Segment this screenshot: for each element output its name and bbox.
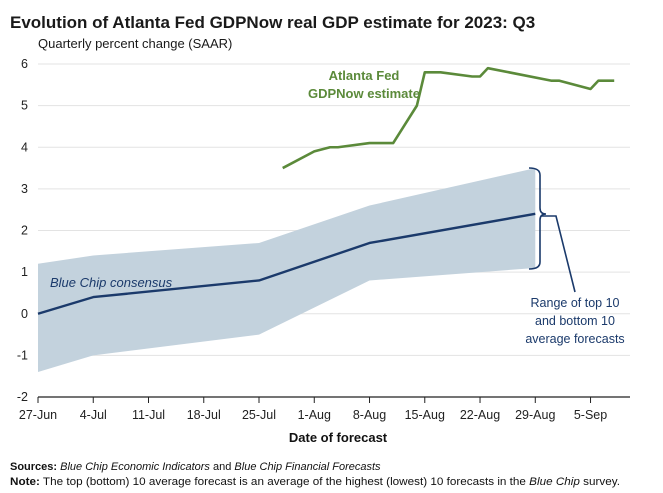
sources-source-2: Blue Chip Financial Forecasts bbox=[234, 461, 381, 473]
gdpnow-label-line1: Atlanta Fed bbox=[329, 68, 400, 83]
range-bracket-upper bbox=[528, 167, 547, 270]
x-tick-label-18-Jul: 18-Jul bbox=[187, 408, 221, 422]
range-label-line3: average forecasts bbox=[525, 332, 624, 346]
x-tick-label-25-Jul: 25-Jul bbox=[242, 408, 276, 422]
y-tick-label-6: 6 bbox=[21, 57, 28, 71]
y-tick-labels: -2 -1 0 1 2 3 4 5 6 bbox=[17, 57, 28, 404]
range-leader-line bbox=[541, 215, 576, 293]
y-tick-label-5: 5 bbox=[21, 99, 28, 113]
chart-subtitle: Quarterly percent change (SAAR) bbox=[38, 36, 232, 51]
x-tick-labels: 27-Jun 4-Jul 11-Jul 18-Jul 25-Jul 1-Aug 8-Aug 1… bbox=[19, 408, 607, 422]
footer-note: Note: The top (bottom) 10 average foreca… bbox=[10, 476, 620, 488]
y-tick-label-0: 0 bbox=[21, 307, 28, 321]
footer-sources: Sources: Blue Chip Economic Indicators a… bbox=[10, 461, 381, 473]
axes bbox=[37, 396, 630, 403]
x-tick-label-5-Sep: 5-Sep bbox=[574, 408, 607, 422]
x-tick-label-27-Jun: 27-Jun bbox=[19, 408, 57, 422]
range-annotation bbox=[528, 167, 576, 293]
y-tick-label--1: -1 bbox=[17, 348, 28, 362]
note-text-1: The top (bottom) 10 average forecast is … bbox=[43, 476, 526, 488]
x-axis-label: Date of forecast bbox=[289, 430, 388, 445]
x-tick-label-1-Aug: 1-Aug bbox=[298, 408, 331, 422]
sources-prefix: Sources: bbox=[10, 461, 57, 473]
x-tick-label-22-Aug: 22-Aug bbox=[460, 408, 500, 422]
x-tick-label-8-Aug: 8-Aug bbox=[353, 408, 386, 422]
sources-source-1: Blue Chip Economic Indicators bbox=[60, 461, 210, 473]
sources-and: and bbox=[213, 461, 231, 473]
y-tick-label--2: -2 bbox=[17, 390, 28, 404]
bluechip-consensus-line bbox=[37, 212, 536, 315]
bluechip-label: Blue Chip consensus bbox=[50, 275, 173, 290]
x-tick-label-29-Aug: 29-Aug bbox=[515, 408, 555, 422]
x-tick-label-15-Aug: 15-Aug bbox=[405, 408, 445, 422]
y-tick-label-4: 4 bbox=[21, 140, 28, 154]
note-italic: Blue Chip bbox=[529, 476, 580, 488]
note-text-2: survey. bbox=[583, 476, 620, 488]
range-label-line2: and bottom 10 bbox=[535, 314, 615, 328]
y-tick-label-3: 3 bbox=[21, 182, 28, 196]
gdpnow-estimate-line bbox=[282, 66, 615, 170]
x-tick-label-11-Jul: 11-Jul bbox=[132, 408, 165, 422]
note-prefix: Note: bbox=[10, 476, 40, 488]
y-tick-label-2: 2 bbox=[21, 224, 28, 238]
range-label-line1: Range of top 10 bbox=[531, 296, 620, 310]
series-lines bbox=[37, 66, 615, 315]
y-tick-label-1: 1 bbox=[21, 265, 28, 279]
gdpnow-label-line2: GDPNow estimate bbox=[308, 86, 420, 101]
chart-title: Evolution of Atlanta Fed GDPNow real GDP… bbox=[10, 13, 535, 32]
x-tick-label-4-Jul: 4-Jul bbox=[80, 408, 107, 422]
